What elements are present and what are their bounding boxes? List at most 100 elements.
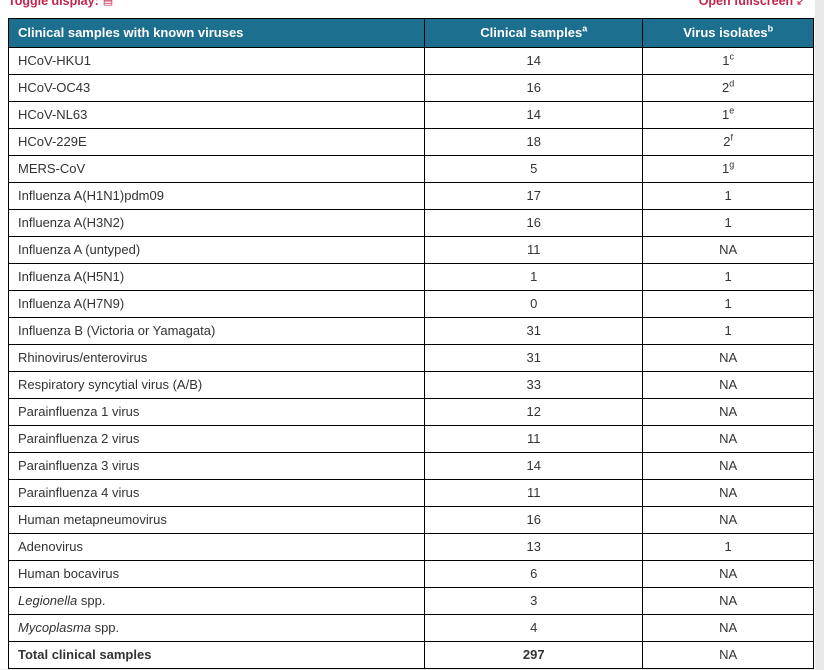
header-virus-isolates-label: Virus isolates (683, 24, 768, 40)
isolate-footnote-marker: e (729, 105, 735, 116)
table-display-icon[interactable]: ▤ (102, 0, 114, 7)
open-fullscreen-link[interactable]: Open fullscreen ⤢ (699, 0, 806, 8)
virus-isolates-count-cell: 1e (642, 101, 814, 129)
virus-isolates-count-cell: NA (642, 560, 814, 588)
table-body: HCoV-HKU1 14 1c HCoV-OC43 16 2d HCoV-NL63 14 1e H… (7, 47, 814, 669)
table-row: Adenovirus 13 1 (7, 533, 814, 561)
virus-isolates-count-cell: 1 (642, 290, 814, 318)
clinical-samples-count-cell: 11 (424, 236, 644, 264)
virus-name-cell: Human metapneumovirus (7, 506, 426, 534)
virus-isolates-count-cell: NA (642, 344, 814, 372)
clinical-samples-count-cell: 14 (424, 101, 644, 129)
clinical-samples-count-cell: 33 (424, 371, 644, 399)
clinical-samples-count-cell: 14 (424, 452, 644, 480)
genus-name-italic: Mycoplasma (18, 619, 91, 635)
clinical-samples-count-cell: 5 (424, 155, 644, 183)
table-row: Influenza B (Victoria or Yamagata) 31 1 (7, 317, 814, 345)
table-row: Parainfluenza 4 virus 11 NA (7, 479, 814, 507)
table-row: Influenza A(H5N1) 1 1 (7, 263, 814, 291)
clinical-samples-count-cell: 4 (424, 614, 644, 642)
virus-name-cell: HCoV-OC43 (7, 74, 426, 102)
virus-name-cell: Influenza A(H3N2) (7, 209, 426, 237)
table-row: MERS-CoV 5 1g (7, 155, 814, 183)
table-header-row: Clinical samples with known viruses Clin… (7, 18, 814, 48)
virus-isolates-count-cell: 1 (642, 263, 814, 291)
toggle-display-label: Toggle display: (8, 0, 99, 8)
header-clinical-samples-label: Clinical samples (480, 24, 583, 40)
isolate-footnote-marker: c (729, 51, 735, 62)
isolate-footnote-marker: d (729, 78, 735, 89)
header-virus-isolates-footnote: b (767, 23, 774, 34)
virus-isolates-count-cell: 1c (642, 47, 814, 75)
isolate-footnote-marker: g (729, 159, 735, 170)
header-clinical-samples: Clinical samplesa (424, 18, 644, 48)
clinical-samples-count-cell: 11 (424, 425, 644, 453)
table-row: Influenza A (untyped) 11 NA (7, 236, 814, 264)
fullscreen-expand-icon[interactable]: ⤢ (797, 0, 806, 7)
virus-isolates-count-cell: NA (642, 398, 814, 426)
header-clinical-samples-footnote: a (582, 23, 588, 34)
virus-isolates-count-cell: NA (642, 587, 814, 615)
virus-name-cell: Mycoplasma spp. (7, 614, 426, 642)
table-row: Parainfluenza 2 virus 11 NA (7, 425, 814, 453)
clinical-samples-count-cell: 0 (424, 290, 644, 318)
clinical-samples-count-cell: 17 (424, 182, 644, 210)
clinical-samples-count-cell: 297 (424, 641, 644, 669)
virus-name-cell: Parainfluenza 2 virus (7, 425, 426, 453)
clinical-samples-count-cell: 6 (424, 560, 644, 588)
virus-name-cell: Influenza A (untyped) (7, 236, 426, 264)
virus-isolates-count-cell: NA (642, 425, 814, 453)
virus-name-cell: HCoV-NL63 (7, 101, 426, 129)
virus-name-cell: HCoV-HKU1 (7, 47, 426, 75)
table-row: Human bocavirus 6 NA (7, 560, 814, 588)
virus-isolates-count-cell: 2d (642, 74, 814, 102)
virus-name-cell: Influenza A(H7N9) (7, 290, 426, 318)
virus-name-cell: Parainfluenza 4 virus (7, 479, 426, 507)
virus-isolates-count-cell: NA (642, 506, 814, 534)
table-row: Influenza A(H7N9) 0 1 (7, 290, 814, 318)
virus-isolates-count-cell: NA (642, 236, 814, 264)
toggle-display-link[interactable]: Toggle display: ▤ (8, 0, 113, 8)
virus-name-cell: Total clinical samples (7, 641, 426, 669)
clinical-samples-count-cell: 3 (424, 587, 644, 615)
virus-name-cell: Human bocavirus (7, 560, 426, 588)
virus-name-cell: Parainfluenza 1 virus (7, 398, 426, 426)
table-row: Influenza A(H1N1)pdm09 17 1 (7, 182, 814, 210)
clinical-samples-count-cell: 11 (424, 479, 644, 507)
table-row: Parainfluenza 3 virus 14 NA (7, 452, 814, 480)
virus-isolates-count-cell: NA (642, 371, 814, 399)
virus-name-cell: Rhinovirus/enterovirus (7, 344, 426, 372)
virus-isolates-count-cell: NA (642, 479, 814, 507)
virus-name-cell: HCoV-229E (7, 128, 426, 156)
virus-name-cell: MERS-CoV (7, 155, 426, 183)
clinical-samples-count-cell: 16 (424, 209, 644, 237)
virus-isolates-count-cell: NA (642, 614, 814, 642)
table-row: Legionella spp. 3 NA (7, 587, 814, 615)
clinical-samples-count-cell: 16 (424, 506, 644, 534)
table-row: Parainfluenza 1 virus 12 NA (7, 398, 814, 426)
table-row: HCoV-229E 18 2f (7, 128, 814, 156)
virus-isolates-count-cell: 1 (642, 533, 814, 561)
clinical-samples-count-cell: 18 (424, 128, 644, 156)
virus-isolates-count-cell: 2f (642, 128, 814, 156)
virus-isolates-count-cell: NA (642, 641, 814, 669)
table-row: Human metapneumovirus 16 NA (7, 506, 814, 534)
table-header: Clinical samples with known viruses Clin… (7, 18, 814, 48)
clinical-samples-count-cell: 16 (424, 74, 644, 102)
table-row: Influenza A(H3N2) 16 1 (7, 209, 814, 237)
virus-isolates-count-cell: 1g (642, 155, 814, 183)
virus-name-cell: Adenovirus (7, 533, 426, 561)
header-known-viruses-label: Clinical samples with known viruses (18, 24, 244, 40)
virus-name-cell: Respiratory syncytial virus (A/B) (7, 371, 426, 399)
virus-isolates-count-cell: 1 (642, 182, 814, 210)
clinical-samples-table: Clinical samples with known viruses Clin… (7, 18, 814, 669)
table-row: HCoV-HKU1 14 1c (7, 47, 814, 75)
virus-isolates-count-cell: 1 (642, 209, 814, 237)
clinical-samples-count-cell: 14 (424, 47, 644, 75)
table-row-total: Total clinical samples 297 NA (7, 641, 814, 669)
virus-name-cell: Influenza B (Victoria or Yamagata) (7, 317, 426, 345)
table-row: Respiratory syncytial virus (A/B) 33 NA (7, 371, 814, 399)
clinical-samples-count-cell: 12 (424, 398, 644, 426)
table-row: HCoV-NL63 14 1e (7, 101, 814, 129)
header-virus-isolates: Virus isolatesb (642, 18, 814, 48)
